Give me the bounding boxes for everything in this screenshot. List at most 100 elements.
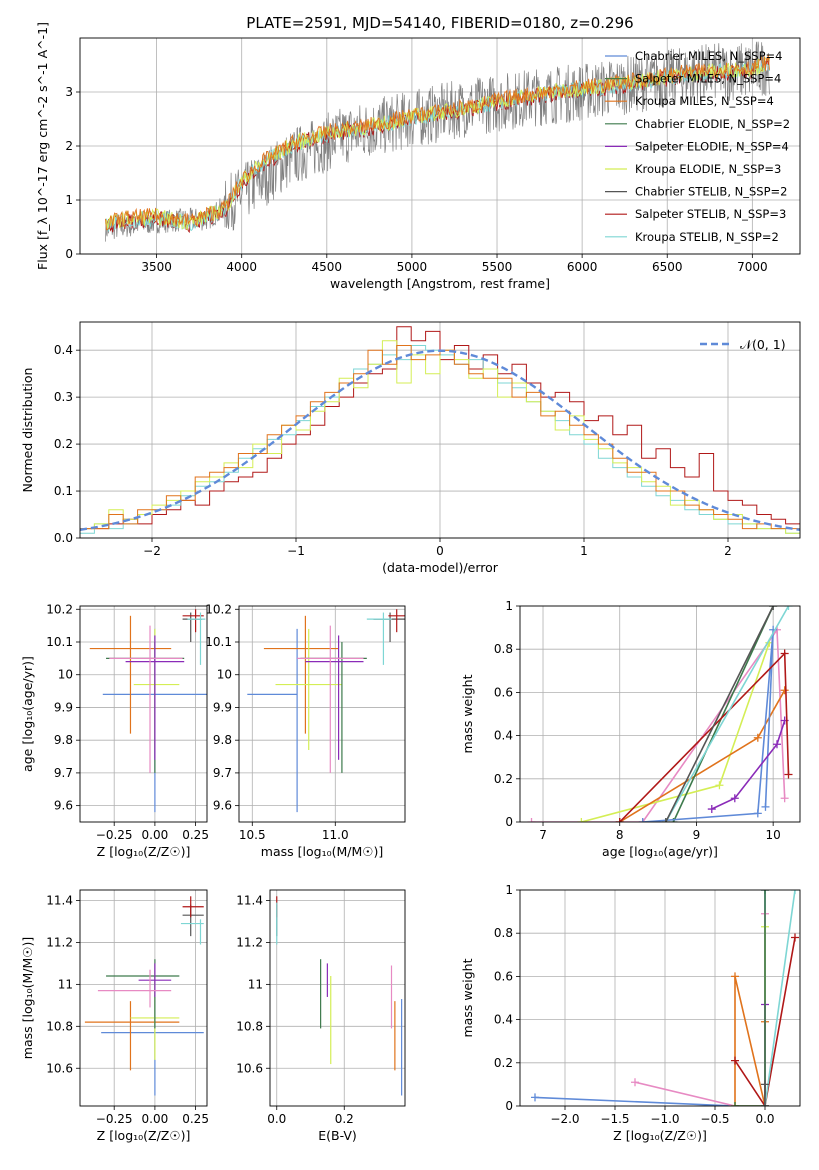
y-tick-label: 0.4	[494, 1013, 513, 1027]
errorbar-point	[97, 969, 172, 1008]
weight-point-marker	[577, 818, 586, 822]
y-tick-label: 11.4	[236, 893, 263, 907]
weight-series-line	[531, 627, 786, 822]
plot-area-residuals	[80, 326, 800, 534]
weight-series-line	[672, 606, 774, 822]
x-tick-label: 6500	[652, 260, 683, 274]
weight-point-marker	[707, 805, 716, 814]
weight-point-marker	[791, 933, 799, 942]
y-tick-label: 9.9	[54, 700, 73, 714]
y-tick-label: 0.8	[494, 926, 513, 940]
errorbar-point	[101, 994, 204, 1096]
y-tick-label: 9.7	[213, 766, 232, 780]
weight-point-marker	[638, 818, 647, 822]
legend-label: Chabrier STELIB, N_SSP=2	[635, 185, 787, 199]
weight-point-marker	[731, 1056, 739, 1065]
x-axis-label: (data-model)/error	[382, 560, 499, 575]
plot-area-age_vs_mass	[247, 609, 405, 813]
y-axis-label: mass [log₁₀(M/M☉)]	[20, 937, 35, 1059]
x-tick-label: 0.2	[335, 1112, 354, 1126]
weight-point-marker	[715, 781, 724, 790]
grid-mass_vs_ebv	[270, 890, 405, 1106]
x-tick-label: 0.0	[755, 1112, 774, 1126]
x-tick-label: −0.25	[96, 828, 133, 842]
y-tick-label: 10.6	[46, 1061, 73, 1075]
y-tick-label: 1	[505, 883, 513, 897]
grid-mass_vs_Z	[80, 890, 207, 1106]
weight-point-marker	[772, 740, 781, 749]
weight-point-marker	[661, 818, 670, 822]
weight-point-marker	[631, 1078, 639, 1087]
y-tick-label: 10	[58, 668, 73, 682]
errorbar-point	[263, 615, 339, 734]
axes-mass_weight_vs_age: 7 8 9 10 0 0.2 0.4 0.6 0.8 1 age [log₁₀(age/yr)] ma…	[460, 599, 801, 859]
weight-point-marker	[731, 972, 739, 981]
y-tick-label: 0.1	[54, 484, 73, 498]
y-tick-label: 11.2	[236, 935, 263, 949]
x-tick-label: 0.0	[267, 1112, 286, 1126]
y-tick-label: 9.6	[54, 799, 73, 813]
errorbar-point	[182, 612, 203, 642]
y-axis-label: mass weight	[460, 674, 475, 753]
x-tick-label: 11.0	[322, 828, 349, 842]
errorbar-point	[275, 628, 342, 750]
legend-label: Chabrier ELODIE, N_SSP=2	[635, 117, 790, 131]
y-tick-label: 9.8	[54, 733, 73, 747]
weight-series-line	[735, 926, 766, 1106]
errorbar-point	[89, 615, 172, 734]
y-tick-label: 0	[65, 247, 73, 261]
plot-area-mass_vs_Z	[84, 896, 204, 1096]
x-tick-label: 2	[724, 544, 732, 558]
y-tick-label: 0.2	[494, 1056, 513, 1070]
weight-series-line	[764, 890, 796, 1106]
x-tick-label: 10.5	[239, 828, 266, 842]
y-tick-label: 10.8	[46, 1019, 73, 1033]
histogram-step	[80, 345, 800, 530]
legend-label: Kroupa ELODIE, N_SSP=3	[635, 162, 781, 176]
weight-point-marker	[769, 606, 778, 610]
errorbar-point	[297, 625, 364, 773]
x-tick-label: 0.00	[142, 828, 169, 842]
axes-frame	[79, 605, 208, 823]
weight-series-line	[619, 689, 786, 822]
weight-series-line	[619, 651, 790, 822]
x-tick-label: 9	[693, 828, 701, 842]
errorbar-point	[247, 628, 298, 813]
axes-frame	[519, 605, 801, 823]
y-tick-label: 0.2	[54, 437, 73, 451]
axes-mass_weight_vs_Z: −2.0 −1.5 −1.0 −0.5 0.0 0 0.2 0.4 0.6 0.8 1 Z [log₁…	[460, 883, 801, 1143]
weight-series-line	[642, 629, 774, 822]
weight-point-marker	[780, 794, 789, 803]
errorbar-point	[373, 612, 405, 642]
x-tick-label: 3500	[141, 260, 172, 274]
weight-point-marker	[780, 686, 789, 695]
weight-point-marker	[761, 890, 769, 894]
y-tick-label: 9.8	[213, 733, 232, 747]
weight-point-marker	[761, 1102, 769, 1106]
y-tick-label: 0.4	[494, 729, 513, 743]
x-tick-label: 0.25	[182, 828, 209, 842]
plot-area-mass_weight_vs_age	[527, 606, 793, 822]
errorbar-point	[305, 635, 364, 760]
y-tick-label: 0	[505, 1099, 513, 1113]
x-tick-label: −2.0	[550, 1112, 579, 1126]
x-tick-label: 5000	[397, 260, 428, 274]
plot-area-mass_weight_vs_Z	[531, 890, 799, 1106]
y-axis-label: mass weight	[460, 958, 475, 1037]
grid-age_vs_Z	[80, 606, 207, 822]
x-tick-label: 0.00	[142, 1112, 169, 1126]
y-tick-label: 9.9	[213, 700, 232, 714]
weight-point-marker	[784, 606, 793, 610]
weight-point-marker	[784, 770, 793, 779]
errorbar-point	[366, 612, 392, 665]
x-axis-label: E(B-V)	[318, 1128, 357, 1143]
y-axis-label: age [log₁₀(age/yr)]	[20, 656, 35, 772]
axes-frame	[238, 605, 406, 823]
gaussian-curve	[80, 349, 800, 531]
x-tick-label: 1	[580, 544, 588, 558]
weight-point-marker	[791, 890, 799, 894]
y-tick-label: 10.8	[236, 1019, 263, 1033]
y-tick-label: 9.6	[213, 799, 232, 813]
errorbar-point	[125, 635, 185, 760]
x-tick-label: 7	[539, 828, 547, 842]
